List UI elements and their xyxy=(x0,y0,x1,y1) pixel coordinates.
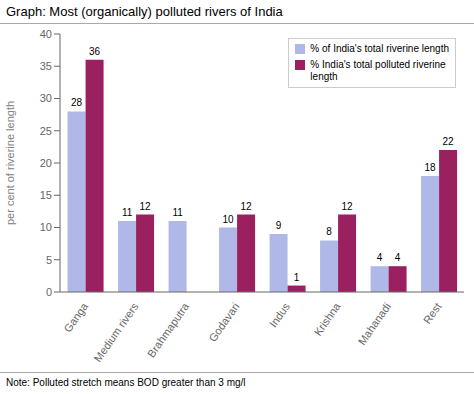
svg-text:Brahmaputra: Brahmaputra xyxy=(145,300,192,360)
svg-text:1: 1 xyxy=(294,272,300,283)
svg-text:11: 11 xyxy=(122,207,133,218)
svg-text:Rest: Rest xyxy=(421,301,444,326)
svg-text:20: 20 xyxy=(40,157,52,169)
svg-text:Medium rivers: Medium rivers xyxy=(91,300,141,364)
svg-text:Mahanadi: Mahanadi xyxy=(356,301,394,347)
svg-text:4: 4 xyxy=(395,252,401,263)
svg-text:Krishna: Krishna xyxy=(311,300,343,338)
svg-text:11: 11 xyxy=(172,207,183,218)
svg-text:40: 40 xyxy=(40,28,52,40)
svg-text:10: 10 xyxy=(223,214,235,225)
svg-text:28: 28 xyxy=(71,97,83,108)
html-text:Graph: Most (organically) poll: Graph: Most (organically) polluted river… xyxy=(6,4,283,19)
svg-text:12: 12 xyxy=(342,201,354,212)
svg-text:Indus: Indus xyxy=(267,300,293,329)
svg-text:22: 22 xyxy=(443,136,455,147)
html-text:% of India's total riverine le: % of India's total riverine length xyxy=(310,43,449,54)
svg-text:18: 18 xyxy=(425,162,437,173)
svg-text:25: 25 xyxy=(40,125,52,137)
svg-text:9: 9 xyxy=(276,220,282,231)
svg-text:8: 8 xyxy=(326,226,332,237)
svg-text:35: 35 xyxy=(40,60,52,72)
svg-text:15: 15 xyxy=(40,189,52,201)
html-text:Note: Polluted stretch means B: Note: Polluted stretch means BOD greater… xyxy=(6,377,246,388)
svg-text:5: 5 xyxy=(46,254,52,266)
svg-text:4: 4 xyxy=(377,252,383,263)
svg-text:0: 0 xyxy=(46,286,52,298)
svg-text:per cent of riverine length: per cent of riverine length xyxy=(8,101,16,225)
svg-text:12: 12 xyxy=(241,201,253,212)
svg-text:Ganga: Ganga xyxy=(61,300,90,335)
svg-text:10: 10 xyxy=(40,221,52,233)
svg-text:30: 30 xyxy=(40,92,52,104)
html-text:% India's total polluted river: % India's total polluted riverine length xyxy=(310,59,446,82)
svg-text:12: 12 xyxy=(140,201,152,212)
svg-text:Godavari: Godavari xyxy=(206,301,241,344)
svg-text:36: 36 xyxy=(89,46,101,57)
